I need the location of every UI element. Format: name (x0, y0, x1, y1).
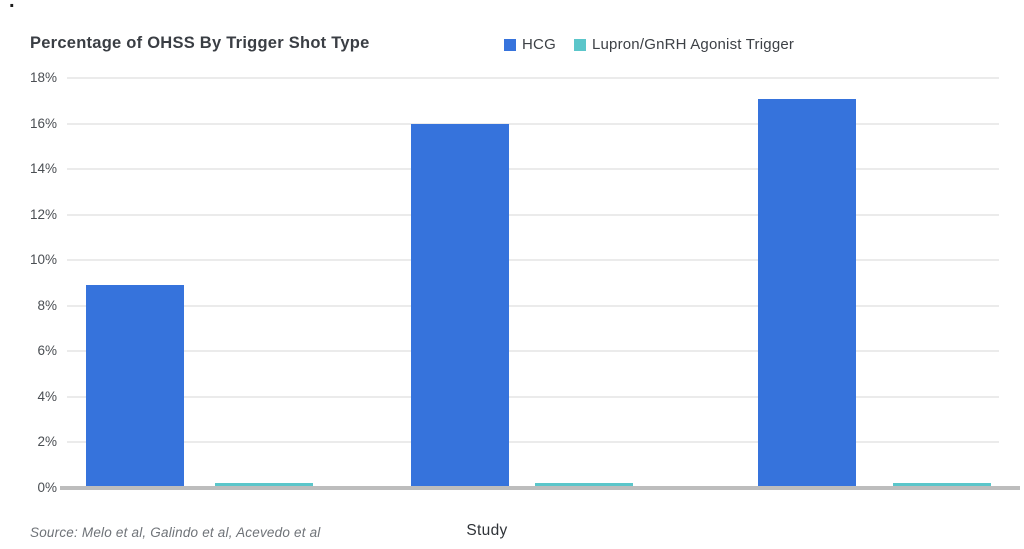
stray-period-mark: . (9, 0, 15, 12)
x-axis-line (60, 486, 1020, 490)
bar-hcg-group-3 (758, 98, 856, 488)
y-tick-label-6pct: 6% (37, 343, 57, 359)
y-tick-label-14pct: 14% (29, 161, 57, 177)
bar-lupron-gnrh-agonist-trigger-group-1 (215, 483, 313, 488)
plot-area (67, 77, 999, 488)
y-tick-label-16pct: 16% (29, 115, 57, 131)
legend-swatch-hcg (504, 38, 516, 51)
legend-swatch-lupron-gnrh-agonist-trigger (573, 38, 586, 51)
legend-item-hcg[interactable]: HCG (504, 36, 556, 53)
y-tick-label-8pct: 8% (37, 297, 57, 313)
gridline-2 (67, 441, 999, 444)
legend-label-hcg: HCG (522, 36, 556, 53)
gridline-10 (67, 259, 999, 262)
legend-label-lupron-gnrh-agonist-trigger: Lupron/GnRH Agonist Trigger (591, 36, 795, 53)
gridline-12 (67, 213, 999, 216)
x-axis-title: Study (466, 522, 508, 539)
source-note: Source: Melo et al, Galindo et al, Aceve… (30, 525, 321, 540)
gridline-8 (67, 304, 999, 307)
bar-lupron-gnrh-agonist-trigger-group-2 (535, 483, 633, 488)
gridline-14 (67, 168, 999, 171)
legend-item-lupron-gnrh-agonist-trigger[interactable]: Lupron/GnRH Agonist Trigger (573, 36, 795, 53)
legend: HCG Lupron/GnRH Agonist Trigger (504, 36, 794, 53)
y-tick-label-4pct: 4% (37, 388, 57, 404)
gridline-18 (67, 77, 999, 79)
y-tick-label-0pct: 0% (37, 480, 57, 495)
y-tick-label-2pct: 2% (37, 434, 57, 450)
bar-hcg-group-2 (411, 123, 509, 488)
bar-hcg-group-1 (86, 285, 184, 488)
gridline-16 (67, 122, 999, 125)
y-tick-label-12pct: 12% (29, 206, 57, 222)
y-tick-label-10pct: 10% (29, 252, 57, 268)
gridline-6 (67, 350, 999, 353)
bar-lupron-gnrh-agonist-trigger-group-3 (893, 483, 991, 488)
y-tick-label-18pct: 18% (29, 70, 57, 85)
gridline-4 (67, 395, 999, 398)
chart-title: Percentage of OHSS By Trigger Shot Type (30, 34, 370, 52)
